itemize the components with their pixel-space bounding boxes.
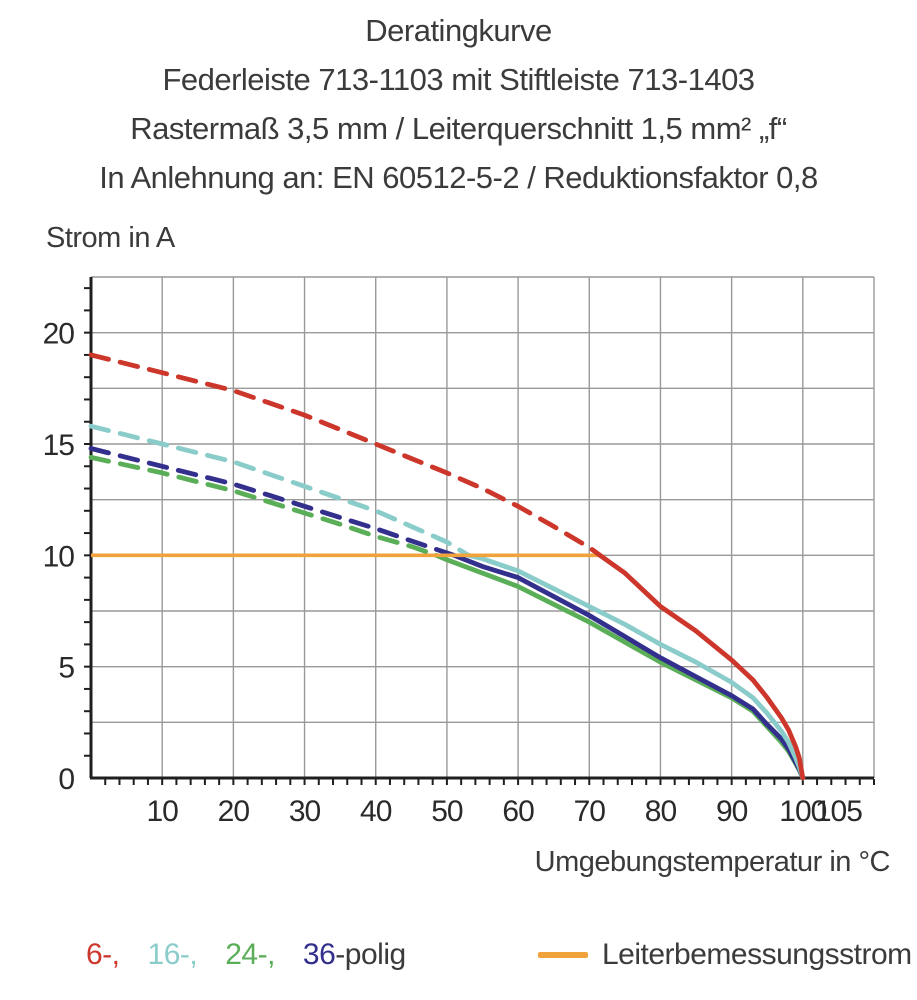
- legend-item-24-polig: 24-,: [225, 938, 275, 971]
- series-6-polig-solid-segment: [597, 552, 806, 781]
- series-curves: [88, 352, 806, 781]
- legend-item-16-polig: 16-,: [147, 938, 198, 971]
- y-tick-label: 0: [58, 763, 74, 796]
- series-6-polig: [88, 352, 806, 781]
- y-tick-label: 20: [43, 318, 75, 351]
- chart-subtitle-norm: In Anlehnung an: EN 60512-5-2 / Reduktio…: [99, 160, 818, 195]
- chart-subtitle-product: Federleiste 713-1103 mit Stiftleiste 713…: [162, 62, 755, 97]
- x-axis-title: Umgebungstemperatur in °C: [534, 846, 891, 878]
- reference-line-swatch: [538, 952, 588, 958]
- series-16-polig: [88, 423, 806, 781]
- chart-header: Deratingkurve Federleiste 713-1103 mit S…: [0, 6, 917, 202]
- y-axis-title: Strom in A: [46, 222, 175, 254]
- x-tick-label: 105: [815, 795, 862, 828]
- chart-title: Deratingkurve: [365, 13, 552, 48]
- x-tick-label: 20: [218, 795, 250, 828]
- legend-poles: 6-, 16-, 24-, 36-polig: [86, 938, 406, 972]
- series-16-polig-dashed-segment: [88, 423, 471, 558]
- legend-item-36-polig: 36-polig: [302, 938, 406, 971]
- chart-subtitle-spec: Rastermaß 3,5 mm / Leiterquerschnitt 1,5…: [130, 111, 787, 146]
- x-tick-label: 80: [645, 795, 677, 828]
- series-16-polig-solid-segment: [465, 552, 806, 781]
- series-36-polig-dashed-segment: [88, 446, 457, 558]
- tick-marks: [84, 287, 875, 785]
- y-tick-label: 10: [43, 540, 75, 573]
- reference-line-label: Leiterbemessungsstrom: [602, 938, 912, 971]
- legend-polig-suffix: -polig: [335, 938, 406, 971]
- legend-reference: Leiterbemessungsstrom: [538, 938, 912, 972]
- axes: [89, 277, 874, 780]
- y-tick-label: 5: [58, 652, 74, 685]
- x-tick-label: 50: [431, 795, 463, 828]
- series-24-polig-dashed-segment: [88, 455, 439, 558]
- x-tick-label: 90: [716, 795, 748, 828]
- series-6-polig-dashed-segment: [88, 352, 603, 558]
- x-tick-label: 30: [289, 795, 321, 828]
- x-tick-label: 40: [360, 795, 392, 828]
- x-tick-label: 60: [502, 795, 534, 828]
- gridlines: [91, 276, 875, 778]
- legend-item-6-polig: 6-,: [86, 938, 120, 971]
- x-tick-label: 100: [779, 795, 826, 828]
- y-tick-label: 15: [43, 429, 75, 462]
- x-tick-label: 70: [574, 795, 606, 828]
- x-tick-label: 10: [146, 795, 178, 828]
